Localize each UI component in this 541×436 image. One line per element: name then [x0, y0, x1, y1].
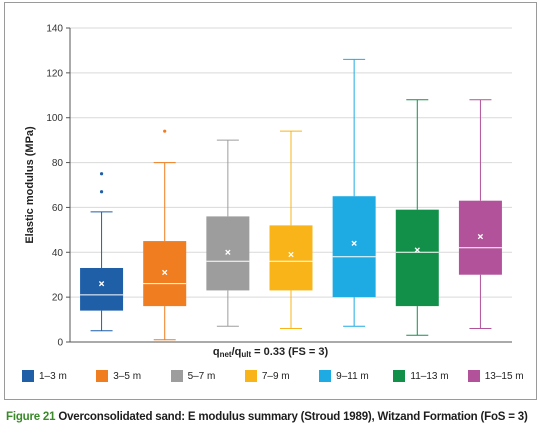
- y-tick-label: 40: [52, 248, 64, 259]
- legend-swatch: [96, 370, 109, 382]
- box-1: [80, 172, 124, 332]
- legend-label: 9–11 m: [336, 370, 369, 382]
- outlier-point: [99, 190, 104, 194]
- box-iqr: [206, 216, 250, 291]
- axes: 0 20 40 60 80 100 120 140: [46, 24, 512, 349]
- legend-swatch: [319, 370, 332, 382]
- box-6: [395, 99, 439, 336]
- mean-marker: [414, 247, 420, 253]
- legend-swatch: [22, 370, 34, 382]
- y-tick-label: 100: [46, 113, 63, 124]
- box-iqr: [332, 196, 376, 298]
- x-label-ult: ult: [241, 350, 252, 359]
- box-2: [143, 129, 187, 341]
- legend-item: 9–11 m: [319, 370, 369, 382]
- boxes: [80, 58, 502, 341]
- y-tick-label: 140: [46, 24, 63, 35]
- legend-item: 5–7 m: [170, 370, 216, 382]
- y-tick-label: 60: [52, 203, 64, 214]
- legend: 1–3 m 3–5 m 5–7 m 7–9 m 9–11 m 11–13 m 13–15 m: [12, 370, 532, 388]
- mean-marker: [288, 251, 294, 258]
- legend-item: 3–5 m: [96, 370, 141, 382]
- y-tick-label: 120: [46, 68, 63, 79]
- legend-swatch: [467, 370, 480, 382]
- x-label-rest: = 0.33 (FS = 3): [251, 346, 329, 358]
- legend-label: 11–13 m: [410, 370, 449, 382]
- y-tick-label: 80: [52, 158, 64, 169]
- legend-label: 5–7 m: [187, 370, 216, 382]
- legend-label: 3–5 m: [113, 370, 142, 382]
- legend-item: 11–13 m: [393, 370, 449, 382]
- box-iqr: [395, 209, 439, 307]
- figure-caption: Figure 21 Overconsolidated sand: E modul…: [6, 411, 528, 423]
- box-iqr: [143, 241, 187, 307]
- box-iqr: [458, 200, 502, 275]
- figure-number: Figure 21: [6, 411, 56, 423]
- x-label-net: net: [219, 350, 232, 359]
- box-5: [332, 58, 376, 327]
- box-7: [458, 99, 502, 330]
- legend-label: 1–3 m: [39, 370, 67, 382]
- mean-marker: [162, 269, 168, 276]
- mean-marker: [98, 281, 105, 287]
- legend-item: 1–3 m: [22, 370, 67, 382]
- y-tick-label: 0: [57, 338, 63, 349]
- x-axis-label: qnet/qult = 0.33 (FS = 3): [0, 346, 541, 359]
- chart-frame: [4, 2, 537, 400]
- box-iqr: [269, 225, 313, 291]
- y-tick-label: 20: [52, 293, 64, 304]
- box-iqr: [80, 267, 124, 311]
- x-label-q: q: [212, 346, 220, 358]
- box-3: [206, 139, 250, 327]
- outlier-point: [163, 129, 167, 133]
- legend-swatch: [244, 370, 257, 382]
- mean-marker: [477, 233, 484, 240]
- legend-swatch: [170, 370, 183, 382]
- figure-caption-text: Overconsolidated sand: E modulus summary…: [58, 411, 528, 423]
- legend-item: 13–15 m: [467, 370, 524, 382]
- outlier-point: [99, 172, 104, 176]
- legend-item: 7–9 m: [244, 370, 290, 382]
- legend-swatch: [393, 370, 406, 382]
- y-axis-label: Elastic modulus (MPa): [24, 126, 36, 244]
- box-4: [269, 130, 313, 330]
- box-plot-chart: 0 20 40 60 80 100 120 140 Elastic modulus (MPa): [24, 24, 512, 349]
- x-label-slash: /q: [231, 346, 242, 358]
- mean-marker: [351, 240, 357, 246]
- legend-label: 7–9 m: [261, 370, 290, 382]
- legend-label: 13–15 m: [484, 370, 524, 382]
- mean-marker: [225, 249, 231, 255]
